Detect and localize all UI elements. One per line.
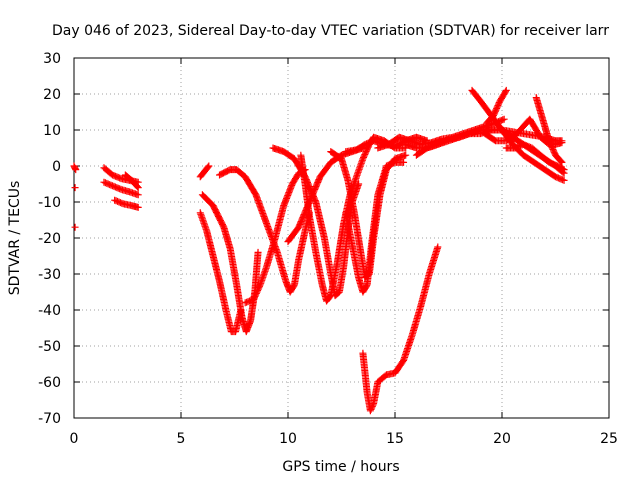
y-tick-label: -60 — [38, 375, 61, 391]
data-point-marker — [134, 191, 142, 199]
y-tick-label: 10 — [43, 123, 61, 139]
data-point-marker — [558, 158, 566, 166]
data-point-marker — [499, 116, 507, 124]
series-arc-19 — [359, 243, 442, 415]
y-tick-label: -70 — [38, 411, 61, 427]
axis-ticks: 0 5 10 15 20 25 -70 -60 -50 -40 -30 -20 -10 0 10 20 30 — [38, 51, 618, 447]
series-arc-10 — [198, 191, 262, 336]
series-arc-06 — [111, 196, 142, 211]
y-axis-label: SDTVAR / TECUs — [7, 181, 23, 296]
data-point-marker — [254, 248, 262, 256]
data-point-marker — [71, 223, 79, 231]
data-point-marker — [559, 165, 567, 173]
data-point-marker — [402, 151, 410, 159]
data-point-marker — [369, 401, 377, 409]
series-arc-24 — [483, 86, 510, 127]
series-arc-11 — [216, 166, 313, 296]
data-point-marker — [72, 166, 80, 174]
data-point-marker — [256, 282, 264, 290]
y-tick-label: 30 — [43, 51, 61, 67]
y-tick-label: -10 — [38, 195, 61, 211]
y-tick-label: 0 — [52, 159, 61, 175]
data-point-marker — [434, 243, 442, 251]
data-point-marker — [558, 139, 566, 147]
y-tick-label: -20 — [38, 231, 61, 247]
data-point-marker — [204, 163, 212, 171]
x-tick-label: 10 — [279, 431, 297, 447]
x-tick-label: 25 — [600, 431, 618, 447]
data-point-marker — [134, 184, 142, 192]
data-series — [70, 86, 568, 415]
x-tick-label: 20 — [493, 431, 511, 447]
series-arc-26 — [502, 140, 568, 174]
data-point-marker — [71, 184, 79, 192]
y-tick-label: -30 — [38, 267, 61, 283]
y-tick-label: 20 — [43, 87, 61, 103]
series-arc-08 — [196, 162, 213, 181]
series-arc-02 — [71, 184, 79, 192]
x-tick-label: 15 — [386, 431, 404, 447]
data-point-marker — [400, 158, 408, 166]
data-point-marker — [205, 162, 213, 170]
data-point-marker — [133, 183, 141, 191]
data-point-marker — [560, 176, 568, 184]
y-tick-label: -40 — [38, 303, 61, 319]
data-point-marker — [501, 88, 509, 96]
series-arc-01 — [70, 162, 80, 174]
series-arc-17 — [342, 158, 408, 296]
chart-title: Day 046 of 2023, Sidereal Day-to-day VTE… — [52, 23, 609, 39]
data-point-marker — [502, 86, 510, 94]
data-point-marker — [134, 203, 142, 211]
series-arc-25 — [481, 115, 566, 148]
data-point-marker — [560, 166, 568, 174]
series-arc-27 — [532, 94, 566, 166]
data-point-marker — [557, 157, 565, 165]
x-axis-label: GPS time / hours — [282, 459, 399, 475]
data-point-marker — [500, 115, 508, 123]
x-tick-label: 0 — [70, 431, 79, 447]
x-tick-label: 5 — [177, 431, 186, 447]
grid — [74, 58, 609, 418]
y-tick-label: -50 — [38, 339, 61, 355]
series-arc-07 — [121, 171, 142, 192]
series-arc-03 — [71, 223, 79, 231]
series-arc-05 — [100, 178, 142, 199]
series-arc-12 — [241, 166, 309, 307]
